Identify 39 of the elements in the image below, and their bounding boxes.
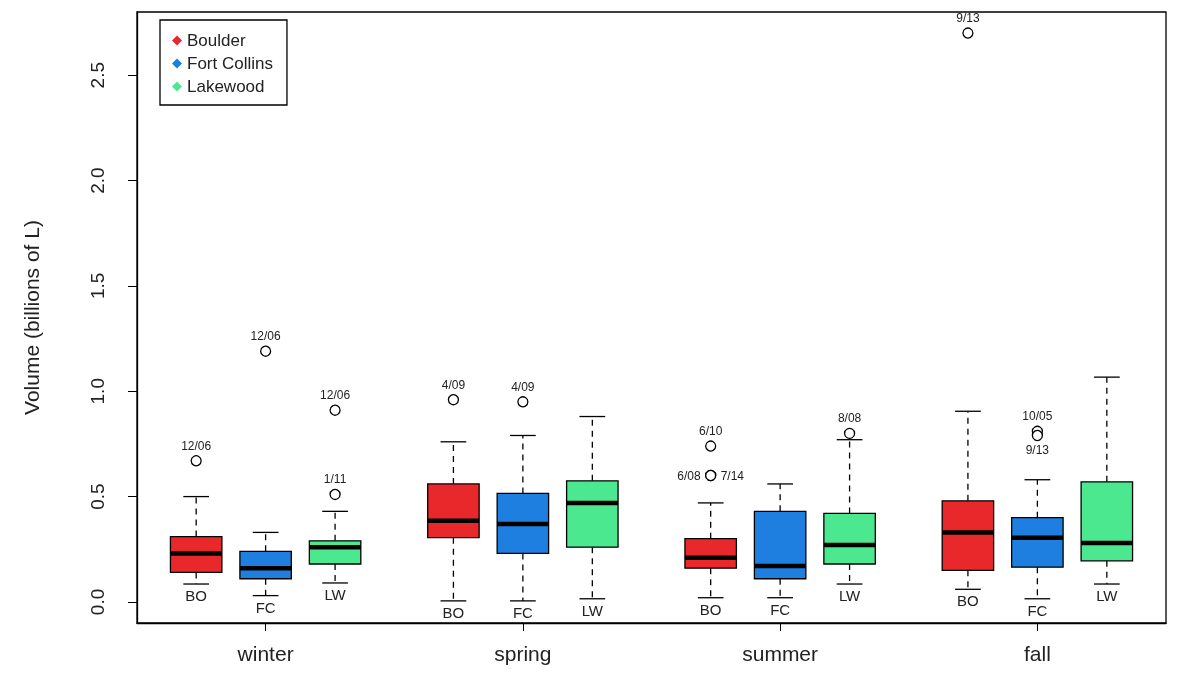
x-tick-label: spring (494, 642, 552, 665)
annotation: 12/06 (181, 438, 212, 453)
y-tick-label: 1.0 (87, 378, 108, 405)
annotation: 8/08 (837, 411, 862, 426)
annotation: 12/06 (320, 388, 351, 403)
annotation: BO (185, 587, 208, 605)
legend-label: Fort Collins (187, 54, 273, 73)
legend-label: Boulder (187, 31, 246, 50)
annotation: FC (512, 603, 534, 621)
annotation: 1/11 (323, 472, 347, 487)
x-tick-label: winter (236, 642, 294, 665)
annotation: LW (581, 601, 604, 619)
annotation: 9/13 (1025, 443, 1050, 458)
y-tick-label: 2.5 (87, 62, 108, 89)
annotation: FC (1027, 601, 1048, 619)
annotation: 12/06 (250, 329, 281, 344)
annotation: 4/09 (441, 377, 466, 392)
annotation: 6/08 (677, 468, 701, 483)
annotation: BO (699, 600, 722, 618)
annotation: LW (838, 587, 862, 605)
annotation: 9/13 (956, 11, 980, 26)
legend-label: Lakewood (187, 77, 265, 96)
annotation: 6/10 (698, 424, 723, 439)
y-tick-label: 0.5 (87, 483, 108, 510)
y-tick-label: 2.0 (87, 167, 108, 194)
annotation: 4/09 (511, 379, 535, 394)
annotation: BO (442, 603, 465, 621)
annotation: FC (255, 598, 276, 616)
y-tick-label: 1.5 (87, 272, 108, 300)
x-tick-label: summer (742, 642, 819, 665)
annotation: FC (770, 600, 791, 618)
y-tick-label: 0.0 (87, 588, 108, 616)
annotation: LW (324, 585, 347, 603)
annotation: BO (957, 592, 979, 610)
y-axis-title: Volume (billions of L) (20, 220, 43, 415)
annotation: 10/05 (1022, 409, 1053, 424)
x-tick-label: fall (1023, 642, 1051, 665)
annotation: 7/14 (720, 468, 745, 483)
annotation: LW (1096, 587, 1119, 605)
